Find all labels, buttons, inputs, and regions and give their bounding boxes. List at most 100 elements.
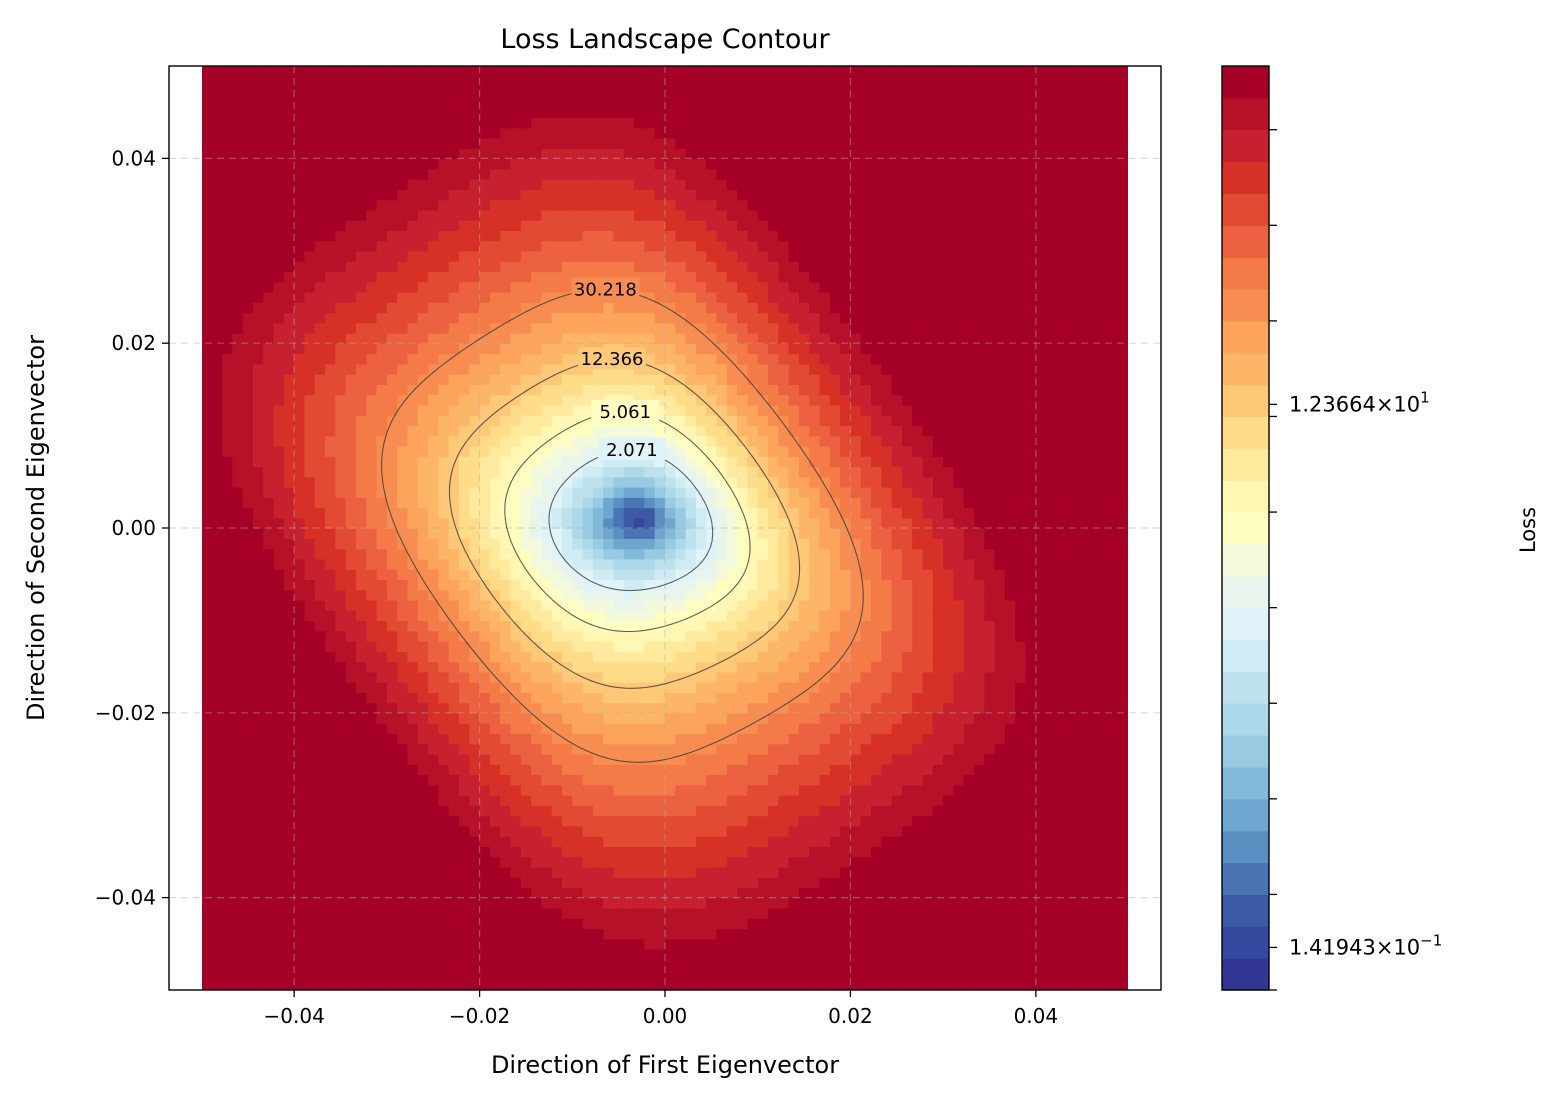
contour-cell: [283, 415, 295, 427]
contour-cell: [634, 137, 646, 149]
contour-cell: [747, 836, 759, 847]
contour-cell: [757, 96, 769, 108]
contour-cell: [757, 877, 769, 889]
contour-cell: [314, 692, 326, 704]
contour-cell: [252, 877, 264, 889]
contour-cell: [747, 558, 759, 570]
contour-cell: [737, 805, 749, 817]
contour-cell: [283, 753, 295, 765]
contour-cell: [613, 846, 625, 858]
contour-cell: [757, 425, 769, 437]
contour-cell: [211, 250, 223, 262]
contour-cell: [232, 127, 244, 139]
contour-cell: [314, 825, 326, 837]
contour-cell: [438, 764, 450, 776]
contour-cell: [737, 794, 749, 806]
contour-cell: [407, 589, 419, 601]
contour-cell: [232, 969, 244, 981]
contour-cell: [458, 918, 470, 930]
contour-cell: [634, 497, 646, 509]
contour-cell: [737, 743, 749, 755]
contour-cell: [489, 332, 501, 344]
contour-cell: [314, 938, 326, 950]
contour-cell: [623, 948, 635, 960]
contour-cell: [458, 610, 470, 622]
contour-cell: [386, 250, 398, 262]
contour-cell: [737, 784, 749, 796]
contour-cell: [211, 774, 223, 786]
contour-cell: [407, 928, 419, 940]
contour-cell: [695, 76, 707, 88]
contour-cell: [623, 322, 635, 334]
contour-cell: [603, 640, 615, 652]
contour-cell: [623, 384, 635, 396]
contour-cell: [428, 353, 440, 365]
contour-cell: [232, 651, 244, 663]
contour-cell: [757, 610, 769, 622]
contour-cell: [325, 250, 337, 262]
contour-cell: [592, 230, 604, 242]
contour-cell: [407, 435, 419, 447]
contour-cell: [273, 682, 285, 693]
contour-cell: [294, 137, 306, 149]
contour-cell: [263, 702, 275, 714]
contour-cell: [386, 948, 398, 960]
contour-cell: [634, 815, 646, 827]
contour-cell: [222, 86, 234, 98]
contour-cell: [500, 815, 512, 827]
contour-cell: [572, 733, 584, 745]
contour-cell: [572, 86, 584, 98]
contour-cell: [685, 630, 697, 642]
contour-cell: [479, 178, 491, 190]
contour-cell: [335, 733, 347, 745]
contour-cell: [304, 137, 316, 149]
contour-cell: [695, 702, 707, 714]
contour-cell: [479, 815, 491, 827]
contour-cell: [665, 548, 676, 560]
contour-cell: [665, 137, 676, 149]
contour-cell: [232, 281, 244, 293]
contour-cell: [335, 877, 347, 889]
contour-cell: [366, 363, 378, 375]
contour-cell: [283, 907, 295, 919]
contour-cell: [211, 753, 223, 765]
contour-cell: [685, 281, 697, 293]
contour-cell: [510, 384, 522, 396]
contour-cell: [561, 240, 573, 252]
contour-cell: [757, 569, 769, 581]
contour-cell: [603, 836, 615, 847]
contour-cell: [417, 445, 429, 457]
contour-cell: [520, 137, 532, 149]
contour-cell: [366, 178, 378, 190]
contour-cell: [407, 394, 419, 406]
contour-cell: [376, 240, 388, 252]
contour-cell: [747, 877, 759, 889]
contour-cell: [561, 907, 573, 919]
contour-cell: [366, 928, 378, 940]
contour-cell: [737, 682, 749, 693]
contour-cell: [345, 928, 357, 940]
contour-cell: [634, 117, 646, 129]
contour-cell: [407, 353, 419, 365]
contour-cell: [685, 753, 697, 765]
contour-cell: [644, 805, 656, 817]
contour-cell: [603, 76, 615, 88]
contour-cell: [675, 661, 687, 673]
contour-cell: [737, 107, 749, 119]
contour-cell: [561, 415, 573, 427]
contour-cell: [202, 877, 213, 889]
contour-cell: [428, 127, 440, 139]
contour-cell: [222, 599, 234, 611]
contour-cell: [242, 507, 254, 519]
contour-cell: [757, 332, 769, 344]
contour-cell: [273, 168, 285, 180]
contour-cell: [531, 733, 543, 745]
contour-cell: [695, 312, 707, 324]
contour-cell: [263, 794, 275, 806]
contour-cell: [458, 466, 470, 478]
contour-cell: [757, 979, 769, 990]
contour-cell: [706, 866, 718, 878]
contour-cell: [304, 579, 316, 591]
contour-cell: [397, 774, 409, 786]
contour-cell: [458, 938, 470, 950]
